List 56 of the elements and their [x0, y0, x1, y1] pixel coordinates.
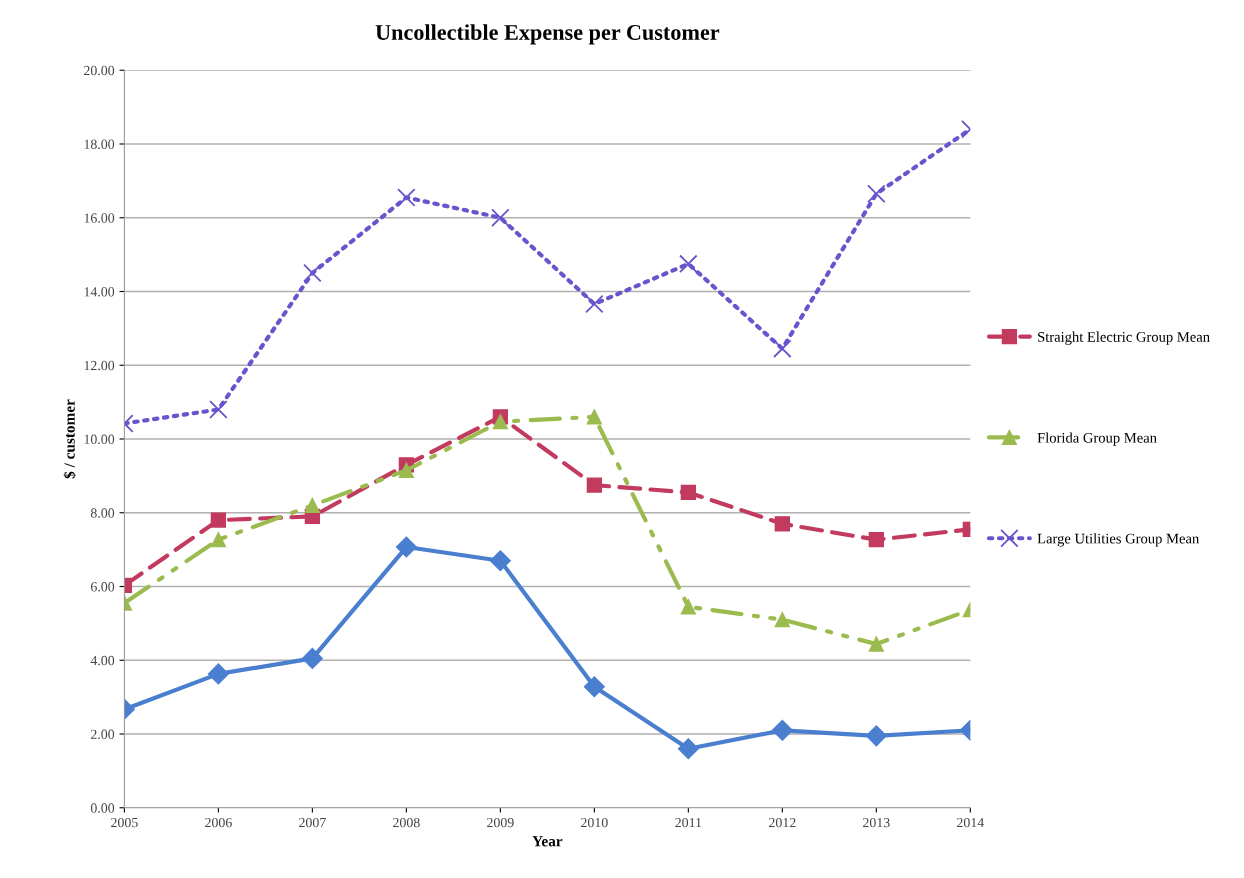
y-tick-label: 2.00	[90, 729, 115, 740]
point	[868, 532, 884, 548]
y-tick-label: 14.00	[84, 287, 115, 297]
point	[398, 462, 415, 478]
x-tick-label: 2011	[675, 817, 702, 828]
point	[491, 208, 510, 227]
point	[585, 294, 604, 314]
point	[489, 550, 511, 572]
point	[303, 263, 322, 283]
point	[395, 536, 417, 558]
point	[677, 738, 699, 760]
point	[771, 719, 793, 741]
x-tick-label: 2006	[205, 817, 232, 828]
point	[586, 409, 602, 425]
x-tick-label: 2014	[957, 817, 984, 828]
legend-label: Large Utilities Group Mean	[1037, 533, 1200, 547]
point	[867, 184, 886, 204]
chart-title: Uncollectible Expense per Customer	[375, 24, 720, 45]
point	[680, 599, 696, 615]
point	[301, 647, 323, 669]
point	[679, 254, 698, 274]
y-tick-label: 20.00	[84, 65, 115, 76]
point	[680, 484, 696, 501]
y-tick-label: 6.00	[90, 582, 115, 592]
point	[774, 612, 790, 628]
point	[492, 414, 509, 430]
point	[774, 516, 790, 532]
x-tick-label: 2010	[581, 817, 608, 828]
x-tick-label: 2007	[299, 817, 326, 828]
point	[583, 676, 605, 698]
y-tick-label: 0.00	[90, 803, 115, 813]
legend-label: Straight Electric Group Mean	[1038, 331, 1210, 345]
x-tick-label: 2012	[769, 817, 796, 828]
point	[304, 497, 321, 514]
y-tick-label: 18.00	[84, 139, 115, 150]
y-tick-label: 4.00	[90, 655, 115, 666]
point	[207, 663, 229, 685]
y-axis-title: $ / customer	[63, 399, 76, 479]
point	[397, 188, 416, 207]
point	[210, 532, 227, 548]
point	[773, 339, 792, 358]
y-tick-label: 10.00	[84, 434, 115, 445]
x-tick-label: 2009	[487, 817, 514, 828]
x-tick-label: 2013	[863, 817, 890, 828]
x-tick-label: 2008	[393, 817, 420, 828]
point	[209, 400, 228, 419]
x-tick-label: 2005	[111, 817, 138, 828]
y-tick-label: 8.00	[90, 508, 115, 518]
y-tick-label: 12.00	[84, 360, 115, 371]
point	[586, 477, 602, 493]
legend-label: Florida Group Mean	[1037, 432, 1157, 446]
point	[868, 636, 884, 652]
point	[865, 725, 887, 747]
point	[210, 512, 227, 528]
y-tick-label: 16.00	[84, 213, 115, 223]
x-axis-title: Year	[532, 836, 563, 847]
